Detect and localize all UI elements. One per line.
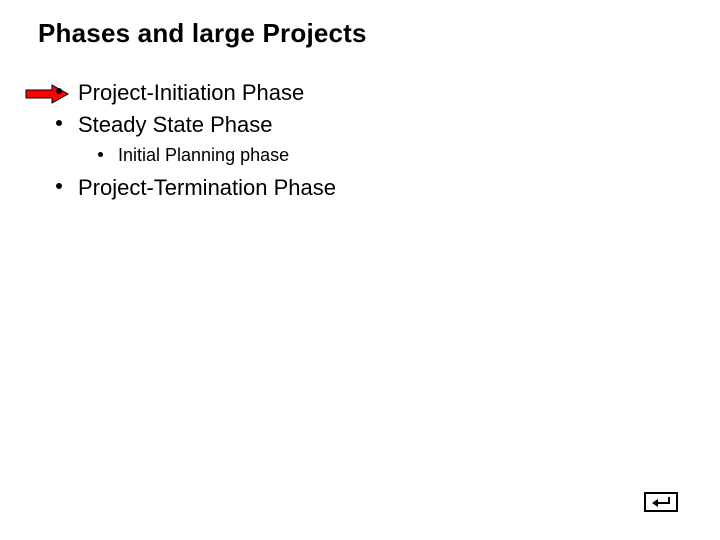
list-item-label: Project-Initiation Phase [78, 80, 304, 105]
bullet-icon [98, 152, 103, 157]
return-button[interactable] [644, 492, 678, 512]
list-item: Initial Planning phase [78, 143, 678, 168]
bullet-list: Project-Initiation Phase Steady State Ph… [38, 78, 678, 202]
sub-bullet-list: Initial Planning phase [78, 143, 678, 168]
list-item: Project-Initiation Phase [38, 78, 678, 108]
bullet-icon [56, 183, 62, 189]
bullet-icon [56, 120, 62, 126]
slide-title: Phases and large Projects [38, 18, 367, 49]
bullet-icon [56, 88, 62, 94]
content-area: Project-Initiation Phase Steady State Ph… [38, 78, 678, 204]
list-item-label: Steady State Phase [78, 112, 272, 137]
list-item-label: Initial Planning phase [118, 145, 289, 165]
list-item-label: Project-Termination Phase [78, 175, 336, 200]
slide: Phases and large Projects Project-Initia… [0, 0, 720, 540]
list-item: Project-Termination Phase [38, 173, 678, 203]
list-item: Steady State Phase Initial Planning phas… [38, 110, 678, 169]
return-arrow-icon [650, 496, 672, 508]
